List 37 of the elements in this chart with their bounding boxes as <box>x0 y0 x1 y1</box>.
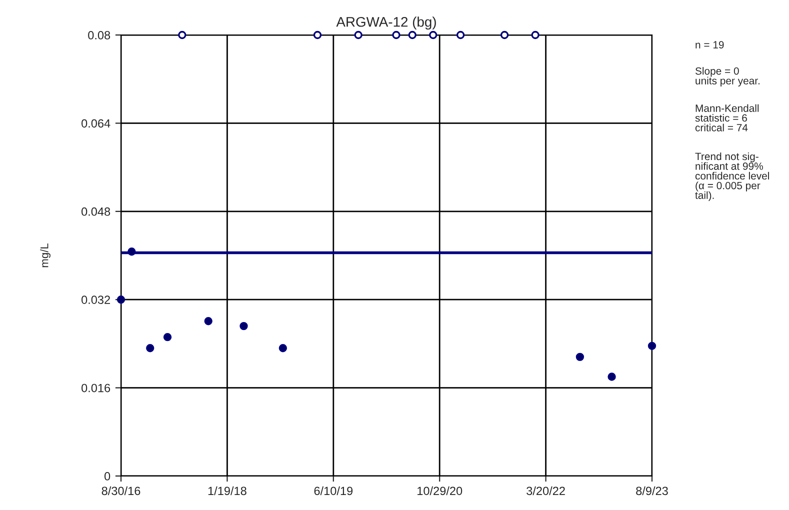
y-tick-label: 0.032 <box>82 296 110 304</box>
point <box>500 30 509 40</box>
x-tick-label: 3/20/22 <box>526 486 565 496</box>
x-tick-label: 8/9/23 <box>636 486 668 496</box>
point <box>128 248 136 256</box>
point <box>648 342 656 350</box>
x-tick-label: 10/29/20 <box>418 486 462 496</box>
point <box>178 30 186 40</box>
point <box>163 332 172 342</box>
point <box>354 30 362 40</box>
y-tick-label: 0.064 <box>82 119 110 128</box>
point <box>116 296 126 304</box>
y-tick-label: 0.08 <box>88 31 110 40</box>
text: n = 19 <box>696 41 724 48</box>
text: Slope = 0 units per year. <box>695 67 760 86</box>
point <box>240 322 248 330</box>
point <box>278 344 288 352</box>
point <box>146 344 154 352</box>
point <box>456 30 465 40</box>
point <box>408 30 416 40</box>
y-axis-title: mg/L <box>40 244 50 268</box>
x-tick-label: 1/19/18 <box>208 486 246 496</box>
point <box>531 30 540 40</box>
y-tick-label: 0 <box>104 472 110 480</box>
y-tick-label: 0.016 <box>82 384 110 392</box>
y-tick-label: 0.048 <box>82 207 110 216</box>
x-tick-label: 8/30/16 <box>102 486 140 496</box>
point <box>576 352 584 362</box>
point <box>313 30 322 40</box>
point <box>608 372 616 381</box>
text: Trend not sig- nificant at 99% confidence level (α = 0.005 per tail). <box>695 152 770 202</box>
point <box>204 317 212 326</box>
text: Mann-Kendall statistic = 6 critical = 74 <box>695 104 759 132</box>
x-tick-label: 6/10/19 <box>314 486 353 496</box>
chart-title: ARGWA-12 (bg) <box>336 16 436 30</box>
point <box>392 30 400 40</box>
point <box>429 30 438 40</box>
